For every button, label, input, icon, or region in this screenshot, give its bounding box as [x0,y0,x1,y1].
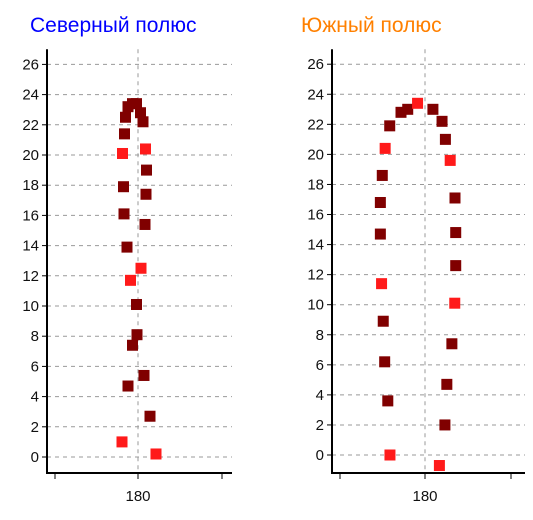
data-point [444,154,456,166]
data-point [379,142,391,154]
data-point [139,218,151,230]
data-point [446,338,458,350]
data-point [374,228,386,240]
data-point [117,147,128,159]
y-tick-label: 18 [22,177,39,194]
data-point [135,107,146,119]
data-point [140,143,151,155]
y-tick-label: 16 [307,207,324,224]
data-point [436,115,448,127]
data-point [382,395,394,407]
data-point [131,329,143,341]
data-point [121,241,133,253]
data-point [137,116,149,128]
data-point [140,188,152,200]
data-point [119,128,130,140]
y-tick-label: 14 [307,237,324,254]
data-point [141,164,152,176]
x-tick-label: 180 [412,488,437,505]
data-point [395,106,407,118]
y-tick-label: 24 [22,87,39,104]
data-point [449,192,461,204]
y-tick-label: 8 [31,328,39,345]
data-point [439,133,451,145]
data-point [374,196,386,208]
y-tick-label: 20 [22,147,39,164]
data-point [427,103,439,115]
data-point [116,436,128,448]
y-tick-label: 26 [22,56,39,73]
x-tick-label: 180 [125,488,150,505]
data-point [377,315,389,327]
y-tick-label: 10 [22,298,39,315]
data-point [120,111,131,123]
data-point [384,120,396,132]
y-tick-label: 6 [31,358,39,375]
data-point [118,208,130,220]
y-tick-label: 14 [22,238,39,255]
data-point [402,103,414,115]
y-tick-label: 0 [316,447,324,464]
data-point [118,181,129,193]
data-point [412,97,424,109]
y-tick-label: 10 [307,297,324,314]
y-tick-label: 4 [316,387,324,404]
y-tick-label: 20 [307,146,324,163]
y-tick-label: 12 [307,267,324,284]
y-tick-label: 16 [22,207,39,224]
y-tick-label: 2 [31,419,39,436]
data-point [150,448,162,460]
north-pole-chart-title: Северный полюс [30,14,197,37]
y-tick-label: 6 [316,357,324,374]
data-point [131,98,142,110]
data-point [125,274,136,286]
data-point [384,449,396,461]
data-point [122,380,134,392]
y-tick-label: 12 [22,268,39,285]
y-tick-label: 2 [316,417,324,434]
data-point [450,227,462,239]
data-point [439,419,451,431]
data-point [441,378,453,390]
data-point [379,356,391,368]
y-tick-label: 26 [307,56,324,73]
data-point [433,460,445,472]
data-point [376,169,388,181]
data-point [449,297,461,309]
data-point [135,262,147,274]
data-point [144,410,156,422]
data-point [131,298,142,310]
y-tick-label: 22 [22,117,39,134]
data-point [127,339,138,351]
y-tick-label: 4 [31,389,39,406]
south-pole-chart-title: Южный полюс [301,14,442,37]
data-point [138,369,150,381]
data-point [450,260,462,272]
y-tick-label: 0 [31,449,39,466]
y-tick-label: 8 [316,327,324,344]
y-tick-label: 18 [307,176,324,193]
data-point [376,278,388,290]
y-tick-label: 22 [307,116,324,133]
y-tick-label: 24 [307,86,324,103]
